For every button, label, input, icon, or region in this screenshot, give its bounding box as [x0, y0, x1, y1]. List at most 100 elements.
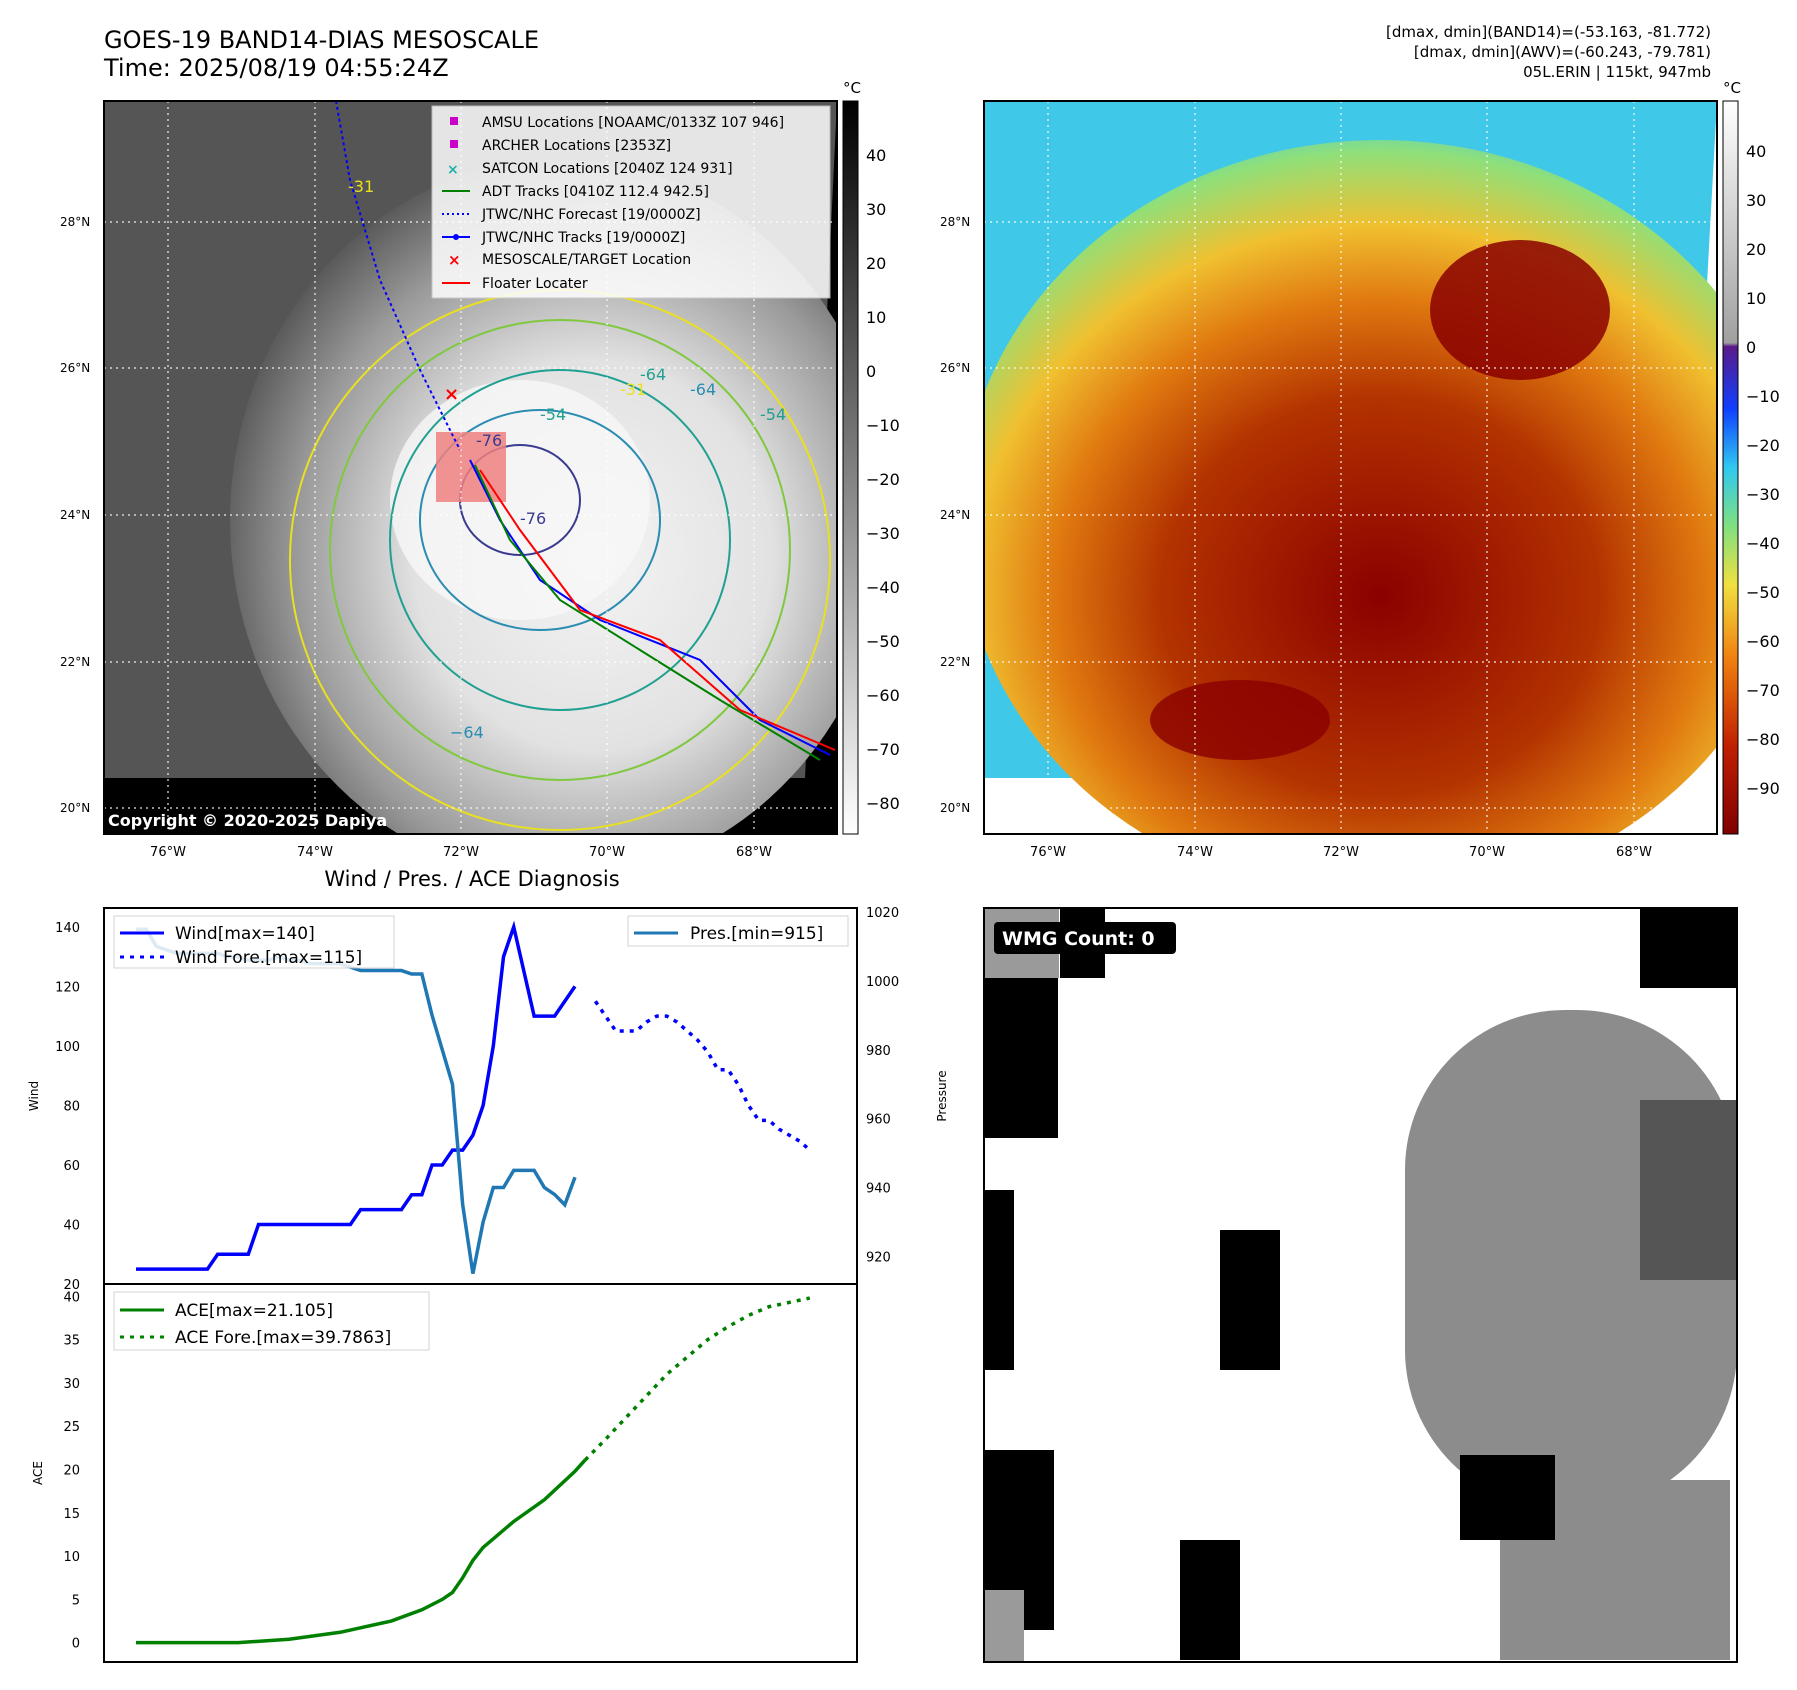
wind-ytick: 40 [63, 1218, 80, 1233]
legend-label: AMSU Locations [NOAAMC/0133Z 107 946] [482, 115, 784, 131]
wv-tick: −60 [1746, 632, 1780, 651]
wv-tick: 20 [1746, 240, 1766, 259]
wv-colorbar: °C 40 30 20 10 0 −10 −20 −30 −40 −50 −60… [1722, 79, 1780, 835]
ir-tick: −60 [866, 686, 900, 705]
legend-label: SATCON Locations [2040Z 124 931] [482, 161, 733, 177]
ace-series-line-1 [583, 1296, 811, 1462]
wind-axis-label: Wind [27, 1081, 41, 1111]
contour-label: -31 [620, 380, 646, 399]
wind-ytick: 120 [55, 980, 80, 995]
wv-tick: 30 [1746, 191, 1766, 210]
wv-tick: 40 [1746, 142, 1766, 161]
wind-yticks: 140 120 100 80 60 40 20 [55, 921, 80, 1293]
legend-label: Floater Locater [482, 276, 588, 292]
ir-lon-labels: 76°W 74°W 72°W 70°W 68°W [150, 845, 772, 860]
figure-title: GOES-19 BAND14-DIAS MESOSCALE Time: 2025… [104, 26, 539, 82]
ace-ytick: 5 [72, 1593, 80, 1608]
wind-pressure-chart: Wind Pressure 140 120 100 80 60 40 20 1020 1000… [27, 867, 949, 1293]
title-line1: GOES-19 BAND14-DIAS MESOSCALE [104, 26, 540, 54]
contour-label: −64 [450, 723, 484, 742]
series-line-0 [136, 920, 577, 1271]
lon-label: 68°W [736, 845, 772, 860]
legend-label-wind-fore: Wind Fore.[max=115] [175, 948, 362, 968]
lon-label: 74°W [1177, 845, 1213, 860]
copyright-text: Copyright © 2020-2025 Dapiya [108, 811, 387, 830]
lat-label: 24°N [60, 508, 90, 522]
wv-tick: 0 [1746, 338, 1756, 357]
ace-ytick: 10 [63, 1550, 80, 1565]
ir-tick: 30 [866, 200, 886, 219]
stats-line2: [dmax, dmin](AWV)=(-60.243, -79.781) [1413, 43, 1711, 61]
ace-ytick: 30 [63, 1377, 80, 1392]
lon-label: 72°W [443, 845, 479, 860]
lon-label: 68°W [1616, 845, 1652, 860]
contour-label: -54 [540, 405, 566, 424]
legend-label: JTWC/NHC Tracks [19/0000Z] [481, 230, 685, 246]
legend-label: MESOSCALE/TARGET Location [482, 252, 691, 268]
lon-label: 72°W [1323, 845, 1359, 860]
lon-label: 74°W [297, 845, 333, 860]
ir-tick: −10 [866, 416, 900, 435]
legend-label-ace: ACE[max=21.105] [175, 1301, 333, 1321]
legend-label: JTWC/NHC Forecast [19/0000Z] [481, 207, 701, 223]
ir-tick: −20 [866, 470, 900, 489]
contour-label: -64 [690, 380, 716, 399]
wmg-count-badge [994, 922, 1176, 954]
lat-label: 26°N [60, 361, 90, 375]
wind-ytick: 20 [63, 1278, 80, 1293]
wv-tick: −40 [1746, 534, 1780, 553]
wv-tick: −30 [1746, 485, 1780, 504]
ir-tick: −40 [866, 578, 900, 597]
wv-tick: −90 [1746, 779, 1780, 798]
contour-label: -64 [640, 365, 666, 384]
wind-ytick: 60 [63, 1159, 80, 1174]
ace-series-line-0 [136, 1458, 587, 1645]
legend-label-pres: Pres.[min=915] [690, 924, 823, 944]
wv-lat-labels: 28°N 26°N 24°N 22°N 20°N [940, 215, 970, 815]
lat-label: 28°N [940, 215, 970, 229]
contour-label: -76 [520, 509, 546, 528]
ir-colorbar: °C 40 30 20 10 0 −10 −20 −30 −40 −50 −60… [842, 79, 900, 835]
wind-ytick: 140 [55, 921, 80, 936]
ace-ytick: 20 [63, 1464, 80, 1479]
lat-label: 20°N [940, 801, 970, 815]
legend-marker-amsu [450, 117, 458, 125]
lat-label: 22°N [940, 655, 970, 669]
ace-axis-label: ACE [31, 1461, 45, 1485]
wmg-count-label: WMG Count: 0 [1002, 928, 1155, 950]
wv-lon-labels: 76°W 74°W 72°W 70°W 68°W [1030, 845, 1652, 860]
ir-tick: 0 [866, 362, 876, 381]
lat-label: 20°N [60, 801, 90, 815]
ir-tick: −30 [866, 524, 900, 543]
ir-tick: −70 [866, 740, 900, 759]
lat-label: 28°N [60, 215, 90, 229]
contour-label: -76 [476, 431, 502, 450]
wv-map [984, 101, 1717, 834]
ace-ytick: 35 [63, 1334, 80, 1349]
lat-label: 22°N [60, 655, 90, 669]
pressure-ytick: 920 [866, 1250, 891, 1265]
wv-tick: 10 [1746, 289, 1766, 308]
legend-marker-tracks-dot [453, 234, 459, 240]
ace-chart: ACE 40 35 30 25 20 15 10 5 0 ACE[max=21.105] ACE… [31, 1283, 858, 1663]
wmg-panel: WMG Count: 0 [984, 908, 1737, 1662]
ace-ytick: 0 [72, 1637, 80, 1652]
map-legend: AMSU Locations [NOAAMC/0133Z 107 946] AR… [431, 105, 831, 299]
legend-label-wind: Wind[max=140] [175, 924, 315, 944]
lat-label: 26°N [940, 361, 970, 375]
ir-tick: 40 [866, 146, 886, 165]
lon-label: 76°W [150, 845, 186, 860]
lon-label: 70°W [1469, 845, 1505, 860]
legend-label: ADT Tracks [0410Z 112.4 942.5] [482, 184, 709, 200]
ir-lat-labels: 28°N 26°N 24°N 22°N 20°N [60, 215, 90, 815]
contour-label: -31 [348, 177, 374, 196]
wv-tick: −10 [1746, 387, 1780, 406]
wv-tick: −70 [1746, 681, 1780, 700]
contour-label: -54 [760, 405, 786, 424]
wind-ytick: 100 [55, 1040, 80, 1055]
ir-tick: −80 [866, 794, 900, 813]
pressure-ytick: 1020 [866, 906, 899, 921]
legend-marker-satcon: × [447, 162, 459, 178]
wind-ytick: 80 [63, 1099, 80, 1114]
